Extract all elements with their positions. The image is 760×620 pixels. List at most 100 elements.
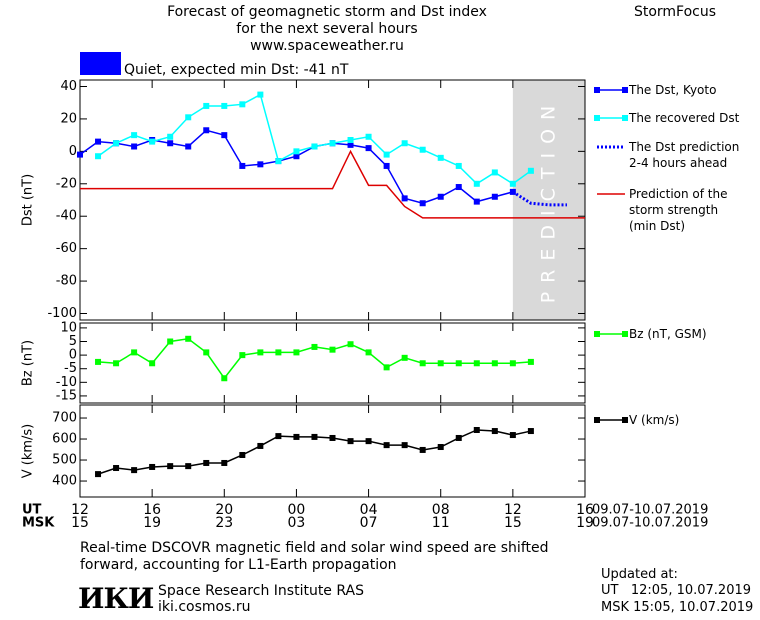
data-point xyxy=(257,91,264,98)
status-box xyxy=(80,52,121,75)
x-tick-label-msk: 07 xyxy=(360,515,378,531)
data-point xyxy=(329,434,336,441)
data-point xyxy=(275,158,282,165)
data-point xyxy=(113,360,120,367)
y-tick-label: 500 xyxy=(52,453,77,468)
title-line: Forecast of geomagnetic storm and Dst in… xyxy=(167,4,487,20)
x-tick-label: 16 xyxy=(143,502,161,518)
legend-marker xyxy=(594,417,600,423)
y-tick-label: -10 xyxy=(56,375,77,390)
x-tick-label: 20 xyxy=(215,502,233,518)
x-tick-label-msk: 11 xyxy=(432,515,450,531)
data-point xyxy=(347,438,354,445)
data-point xyxy=(311,143,318,150)
x-tick-label: 12 xyxy=(71,502,89,518)
data-point xyxy=(293,433,300,440)
logo: ИКИ xyxy=(78,582,154,615)
data-point xyxy=(221,132,228,139)
data-point xyxy=(203,127,210,134)
data-point xyxy=(131,349,138,356)
data-point xyxy=(239,352,246,359)
data-point xyxy=(131,132,138,139)
data-point xyxy=(311,433,318,440)
date-range: 09.07-10.07.2019 xyxy=(592,516,708,531)
x-tick-label-msk: 15 xyxy=(71,515,89,531)
data-point xyxy=(185,335,192,342)
y-tick-label: 400 xyxy=(52,474,77,489)
data-point xyxy=(95,358,102,365)
data-point xyxy=(239,101,246,108)
x-tick-label: 04 xyxy=(360,502,378,518)
data-point xyxy=(275,349,282,356)
date-range: 09.07-10.07.2019 xyxy=(592,503,708,518)
x-tick-label-msk: 15 xyxy=(504,515,522,531)
data-point xyxy=(293,148,300,155)
legend-marker xyxy=(622,87,628,93)
data-point xyxy=(167,140,174,147)
y-tick-label: 700 xyxy=(52,411,77,426)
data-point xyxy=(365,133,372,140)
y-tick-label: -20 xyxy=(56,176,77,191)
legend-label: Bz (nT, GSM) xyxy=(629,327,707,341)
legend-label: The Dst, Kyoto xyxy=(629,83,717,97)
updated-title: Updated at: xyxy=(601,567,678,582)
y-tick-label: -100 xyxy=(47,306,77,321)
data-point xyxy=(167,463,174,470)
data-point xyxy=(329,346,336,353)
legend-label: The Dst prediction 2-4 hours ahead xyxy=(629,140,740,170)
panel-frame xyxy=(79,404,586,498)
series-line xyxy=(512,190,567,207)
x-tick-label: 16 xyxy=(576,502,594,518)
data-point xyxy=(257,349,264,356)
y-axis-label: V (km/s) xyxy=(21,424,36,479)
y-tick-label: 10 xyxy=(60,320,77,335)
data-point xyxy=(473,360,480,367)
data-point xyxy=(257,161,264,168)
data-point xyxy=(203,349,210,356)
data-point xyxy=(455,434,462,441)
x-tick-label: 12 xyxy=(504,502,522,518)
y-tick-label: 20 xyxy=(60,111,77,126)
y-tick-label: -80 xyxy=(56,274,77,289)
prediction-label: PREDICTION xyxy=(537,97,559,304)
data-point xyxy=(95,153,102,160)
x-row-label: MSK xyxy=(22,516,55,531)
y-tick-label: -40 xyxy=(56,209,77,224)
y-tick-label: 0 xyxy=(69,144,77,159)
y-tick-label: -15 xyxy=(56,388,77,403)
x-tick-label-msk: 03 xyxy=(288,515,306,531)
series-line xyxy=(80,149,585,219)
x-tick-label-msk: 19 xyxy=(576,515,594,531)
data-point xyxy=(221,102,228,109)
data-point xyxy=(149,463,156,470)
data-point xyxy=(491,428,498,435)
data-point xyxy=(455,184,462,191)
data-point xyxy=(509,360,516,367)
data-point xyxy=(419,200,426,207)
legend-marker xyxy=(594,115,600,121)
legend-label: V (km/s) xyxy=(629,413,680,427)
data-point xyxy=(275,433,282,440)
series-line xyxy=(97,93,532,185)
legend-label: The recovered Dst xyxy=(629,111,740,125)
legend-marker xyxy=(594,331,600,337)
y-tick-label: -5 xyxy=(64,361,77,376)
data-point xyxy=(419,360,426,367)
y-tick-label: 0 xyxy=(69,348,77,363)
x-row-label: UT xyxy=(22,503,42,518)
data-point xyxy=(185,143,192,150)
data-point xyxy=(347,137,354,143)
data-point xyxy=(293,153,300,160)
panel: 700 600 500 400 V (km/s) xyxy=(21,404,628,498)
y-tick-label: 5 xyxy=(69,334,77,349)
data-point xyxy=(455,360,462,367)
data-point xyxy=(473,180,480,187)
data-point xyxy=(149,138,156,145)
prediction-band xyxy=(512,80,585,320)
institute: Space Research Institute RAS xyxy=(158,583,364,599)
data-point xyxy=(167,133,174,140)
data-point xyxy=(131,143,138,150)
data-point xyxy=(329,140,336,147)
